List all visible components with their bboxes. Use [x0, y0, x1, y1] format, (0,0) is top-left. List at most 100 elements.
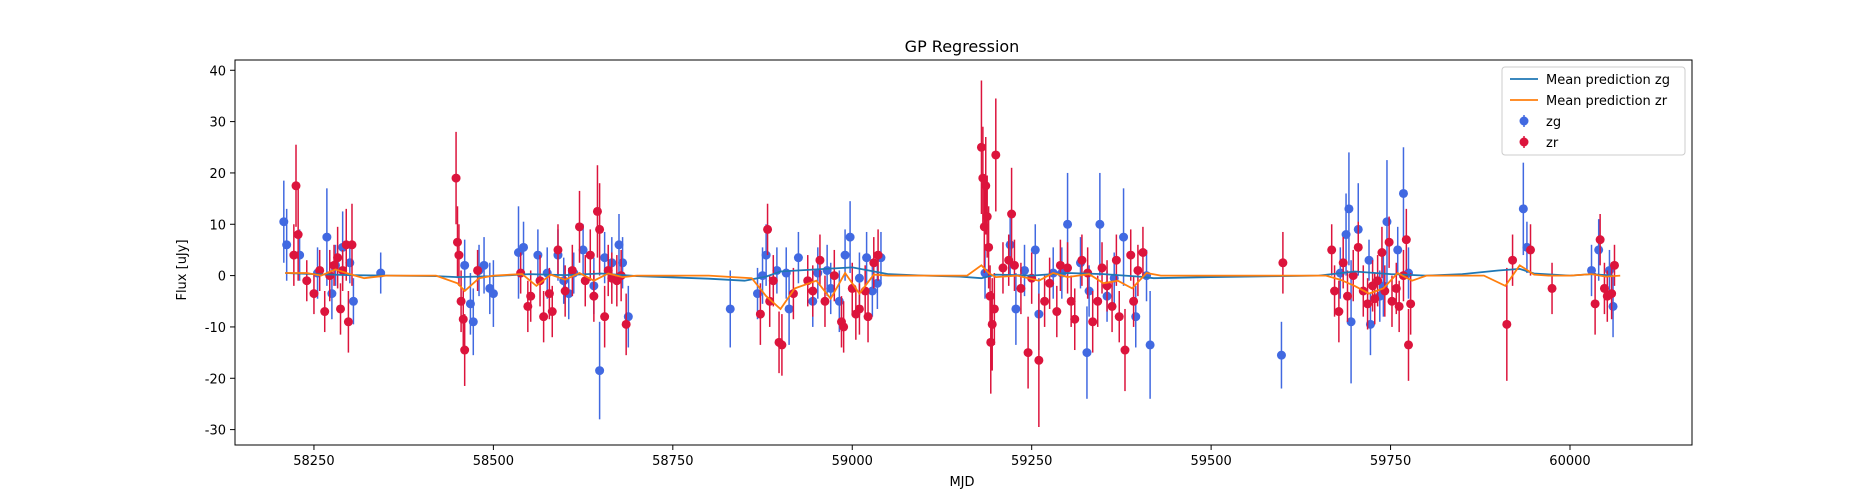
data-point	[1063, 219, 1073, 229]
data-point	[1119, 232, 1129, 242]
data-point	[763, 224, 773, 234]
data-point	[336, 304, 346, 314]
x-tick-label: 59250	[1011, 454, 1052, 469]
data-point	[829, 271, 839, 281]
data-point	[348, 296, 358, 306]
data-point	[1077, 255, 1087, 265]
data-point	[333, 253, 343, 263]
data-point	[839, 322, 849, 332]
data-point	[854, 304, 864, 314]
x-tick-label: 60000	[1549, 454, 1590, 469]
data-point	[1045, 278, 1055, 288]
data-point	[873, 250, 883, 260]
x-tick-label: 58250	[293, 454, 334, 469]
x-tick-label: 59000	[832, 454, 873, 469]
data-point	[1344, 204, 1354, 214]
data-point	[788, 289, 798, 299]
data-point	[1066, 296, 1076, 306]
data-point	[468, 317, 478, 327]
y-tick-label: -20	[205, 372, 226, 387]
data-point	[986, 337, 996, 347]
x-tick-label: 59500	[1190, 454, 1231, 469]
data-point	[1052, 307, 1062, 317]
data-point	[452, 237, 462, 247]
data-point	[1363, 299, 1373, 309]
data-point	[1387, 296, 1397, 306]
data-point	[976, 142, 986, 152]
data-point	[578, 245, 588, 255]
series-zr	[289, 80, 1619, 428]
data-point	[1114, 312, 1124, 322]
data-point	[998, 263, 1008, 273]
data-point	[460, 345, 470, 355]
data-point	[862, 253, 872, 263]
data-point	[725, 304, 735, 314]
data-point	[1342, 291, 1352, 301]
data-point	[293, 230, 303, 240]
data-point	[526, 291, 536, 301]
data-point	[603, 265, 613, 275]
data-point	[863, 312, 873, 322]
data-point	[1120, 345, 1130, 355]
y-tick-label: 40	[209, 64, 226, 79]
legend-swatch	[1519, 137, 1529, 147]
data-point	[451, 173, 461, 183]
data-point	[1594, 245, 1604, 255]
data-point	[1055, 260, 1065, 270]
legend-entry: zg	[1546, 115, 1561, 130]
data-point	[987, 319, 997, 329]
data-point	[1406, 299, 1416, 309]
data-point	[347, 240, 357, 250]
y-tick-label: 20	[209, 167, 226, 182]
data-point	[1398, 188, 1408, 198]
data-point	[777, 340, 787, 350]
data-point	[535, 276, 545, 286]
data-point	[991, 150, 1001, 160]
data-point	[1547, 283, 1557, 293]
data-point	[755, 309, 765, 319]
data-point	[1595, 235, 1605, 245]
y-axis-label: Flux [uJy]	[175, 239, 190, 300]
data-point	[1023, 348, 1033, 358]
data-point	[1334, 307, 1344, 317]
data-point	[595, 366, 605, 376]
data-point	[1034, 355, 1044, 365]
data-point	[580, 276, 590, 286]
data-point	[282, 240, 292, 250]
data-point	[1111, 255, 1121, 265]
data-point	[984, 242, 994, 252]
data-point	[614, 240, 624, 250]
data-point	[1040, 296, 1050, 306]
data-point	[1276, 350, 1286, 360]
data-point	[533, 250, 543, 260]
data-point	[454, 250, 464, 260]
data-point	[1082, 348, 1092, 358]
data-point	[1145, 340, 1155, 350]
data-point	[1502, 319, 1512, 329]
data-point	[1005, 240, 1015, 250]
data-point	[1095, 219, 1105, 229]
data-point	[488, 289, 498, 299]
data-point	[575, 222, 585, 232]
data-point	[1364, 255, 1374, 265]
data-point	[1587, 265, 1597, 275]
y-tick-label: 0	[218, 270, 226, 285]
data-point	[315, 265, 325, 275]
data-point	[1607, 289, 1617, 299]
x-tick-label: 59750	[1370, 454, 1411, 469]
data-point	[320, 307, 330, 317]
data-point	[1009, 260, 1019, 270]
data-point	[1063, 263, 1073, 273]
plot-frame	[234, 59, 1693, 446]
data-point	[1327, 245, 1337, 255]
data-point	[1088, 317, 1098, 327]
data-point	[1384, 237, 1394, 247]
data-point	[621, 319, 631, 329]
data-point	[761, 250, 771, 260]
data-point	[1338, 258, 1348, 268]
plot-area	[234, 59, 1693, 446]
data-point	[327, 289, 337, 299]
data-point	[1070, 314, 1080, 324]
data-point	[1030, 245, 1040, 255]
